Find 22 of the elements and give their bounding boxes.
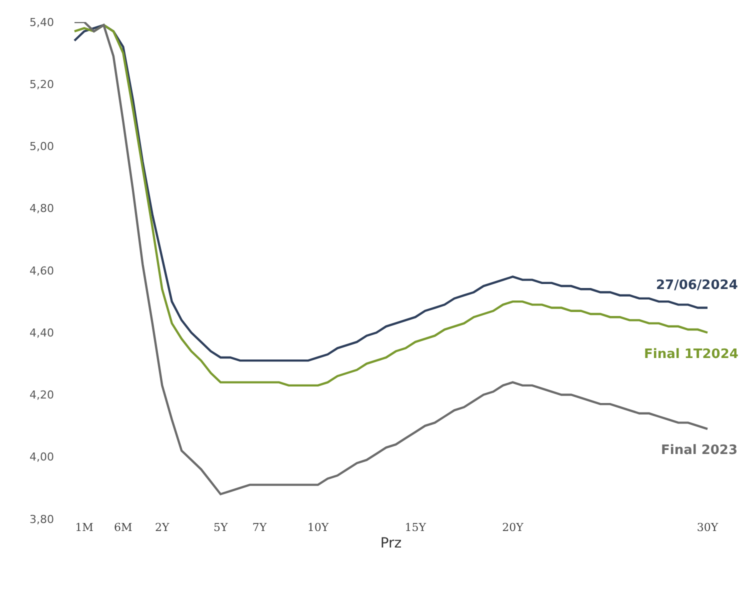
y-tick-label: 5,20 (30, 78, 54, 91)
x-tick-label: 15Y (404, 521, 427, 534)
x-tick-label: 6M (114, 521, 132, 534)
x-tick-label: 5Y (213, 521, 228, 534)
x-tick-label: 30Y (696, 521, 719, 534)
series-label: Final 2023 (661, 443, 738, 458)
series-label: 27/06/2024 (656, 278, 738, 293)
x-axis-title: Prz (380, 535, 402, 552)
x-tick-label: 10Y (307, 521, 330, 534)
x-tick-label: 1M (75, 521, 94, 534)
y-tick-label: 4,20 (30, 388, 54, 402)
x-tick-label: 20Y (502, 521, 524, 534)
y-tick-label: 4,40 (30, 326, 54, 340)
x-tick-label: 7Y (252, 521, 268, 534)
series-label: Final 1T2024 (644, 347, 738, 362)
y-tick-label: 5,00 (30, 140, 54, 154)
y-tick-label: 4,00 (30, 450, 54, 464)
y-tick-label: 4,60 (30, 264, 54, 278)
y-tick-label: 3,80 (30, 512, 54, 526)
y-tick-label: 5,40 (30, 16, 54, 29)
y-tick-label: 4,80 (30, 202, 54, 216)
x-tick-label: 2Y (154, 521, 170, 534)
